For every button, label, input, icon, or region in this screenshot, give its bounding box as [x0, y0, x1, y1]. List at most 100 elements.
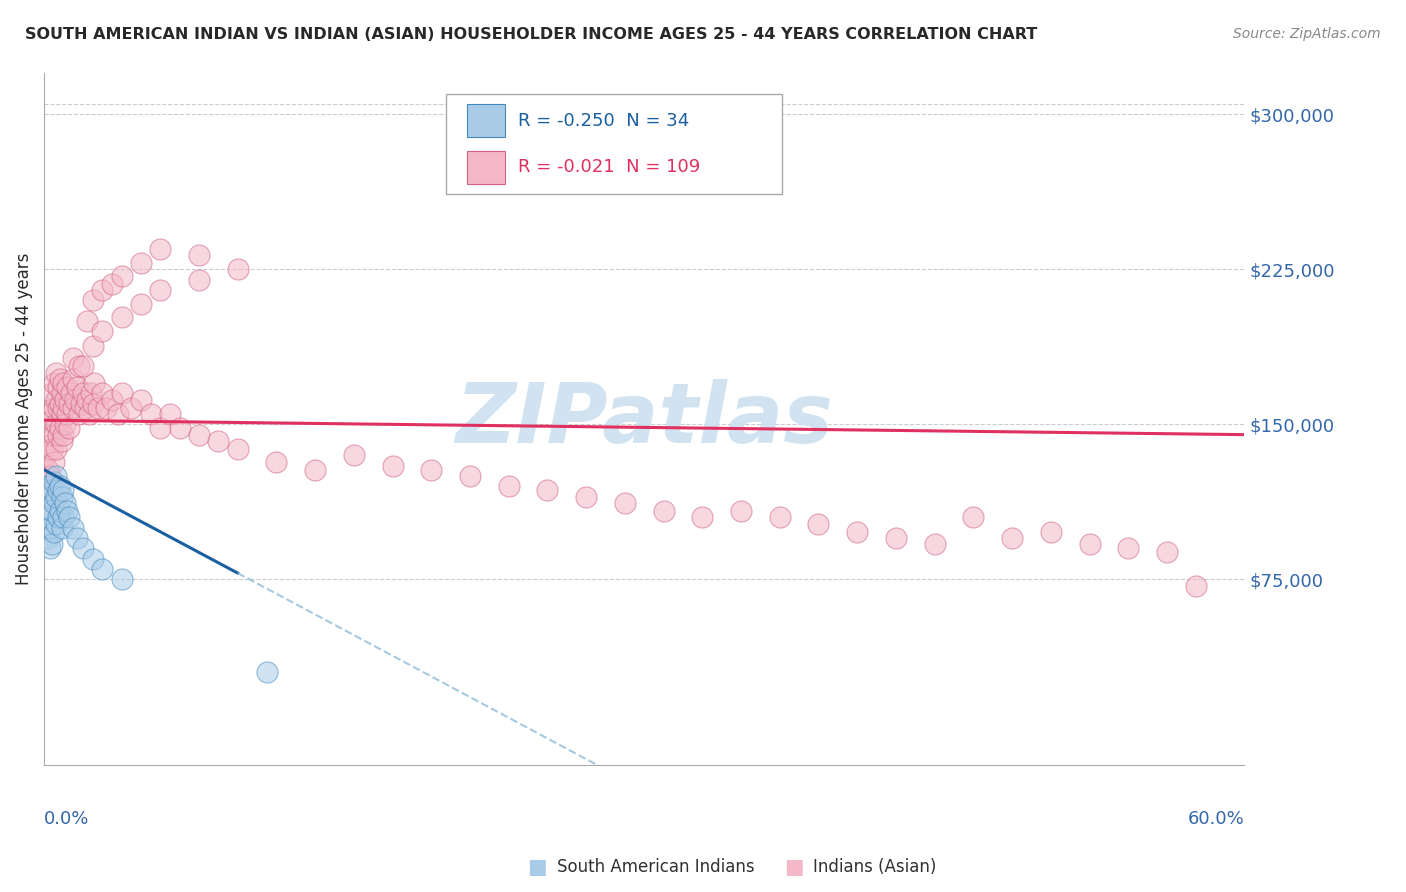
Text: R = -0.250  N = 34: R = -0.250 N = 34: [519, 112, 689, 129]
Point: [46, 427, 69, 442]
Point: [55, 496, 77, 510]
Text: Indians (Asian): Indians (Asian): [813, 858, 936, 876]
Point: [1039, 524, 1062, 539]
Point: [188, 248, 211, 262]
Point: [266, 454, 288, 468]
Point: [55, 417, 77, 432]
Point: [207, 434, 229, 448]
Point: [51, 521, 73, 535]
Point: [652, 504, 675, 518]
Point: [91, 324, 114, 338]
Point: [381, 458, 404, 473]
Point: [73, 401, 96, 415]
Point: [55, 392, 77, 407]
Point: [48, 421, 70, 435]
Point: [924, 537, 946, 551]
Point: [39, 490, 62, 504]
Point: [72, 541, 94, 556]
Point: [149, 242, 172, 256]
Point: [70, 397, 93, 411]
Point: [56, 407, 79, 421]
Point: [52, 510, 75, 524]
Point: [91, 283, 114, 297]
Point: [110, 386, 132, 401]
Point: [613, 496, 636, 510]
Point: [76, 392, 98, 407]
Point: [66, 380, 89, 394]
Point: [159, 407, 181, 421]
Point: [45, 516, 67, 531]
Point: [884, 531, 907, 545]
Point: [48, 479, 70, 493]
Point: [82, 339, 104, 353]
Point: [52, 483, 75, 498]
Point: [37, 483, 59, 498]
Point: [66, 531, 89, 545]
Point: [149, 283, 172, 297]
Point: [45, 366, 67, 380]
Point: [51, 386, 73, 401]
Point: [41, 386, 63, 401]
Bar: [467, 104, 505, 137]
Point: [39, 469, 62, 483]
Point: [62, 351, 84, 366]
Point: [56, 504, 79, 518]
Point: [41, 537, 63, 551]
Point: [51, 434, 73, 448]
Point: [82, 551, 104, 566]
Point: [46, 380, 69, 394]
Point: [91, 386, 114, 401]
Point: [46, 401, 69, 415]
Point: [110, 268, 132, 283]
Point: [769, 510, 792, 524]
Point: [35, 448, 58, 462]
Point: [536, 483, 558, 498]
Point: [52, 427, 75, 442]
Point: [120, 401, 142, 415]
Point: [37, 479, 59, 493]
Point: [56, 380, 79, 394]
Point: [67, 359, 90, 374]
Point: [304, 463, 326, 477]
Point: [188, 272, 211, 286]
Text: ZIPatlas: ZIPatlas: [456, 378, 834, 459]
Bar: [467, 151, 505, 184]
Point: [72, 359, 94, 374]
Text: 0.0%: 0.0%: [44, 810, 90, 829]
Point: [45, 490, 67, 504]
Point: [94, 401, 117, 415]
Point: [37, 531, 59, 545]
Point: [39, 438, 62, 452]
Point: [58, 510, 80, 524]
Point: [48, 397, 70, 411]
Point: [42, 376, 65, 390]
Point: [63, 392, 86, 407]
Point: [169, 421, 191, 435]
Point: [37, 427, 59, 442]
Point: [101, 277, 124, 291]
Point: [256, 665, 278, 680]
Y-axis label: Householder Income Ages 25 - 44 years: Householder Income Ages 25 - 44 years: [15, 253, 32, 585]
Point: [51, 490, 73, 504]
Point: [149, 421, 172, 435]
Point: [41, 504, 63, 518]
Point: [42, 496, 65, 510]
Point: [45, 392, 67, 407]
Point: [72, 386, 94, 401]
Point: [67, 407, 90, 421]
Point: [79, 386, 101, 401]
Point: [87, 401, 110, 415]
Point: [77, 407, 100, 421]
Text: Source: ZipAtlas.com: Source: ZipAtlas.com: [1233, 27, 1381, 41]
Point: [62, 401, 84, 415]
Point: [37, 510, 59, 524]
Point: [48, 504, 70, 518]
Point: [58, 421, 80, 435]
Point: [83, 376, 105, 390]
Point: [1078, 537, 1101, 551]
Point: [39, 407, 62, 421]
Point: [420, 463, 443, 477]
FancyBboxPatch shape: [446, 94, 782, 194]
Point: [41, 442, 63, 456]
Point: [60, 386, 83, 401]
